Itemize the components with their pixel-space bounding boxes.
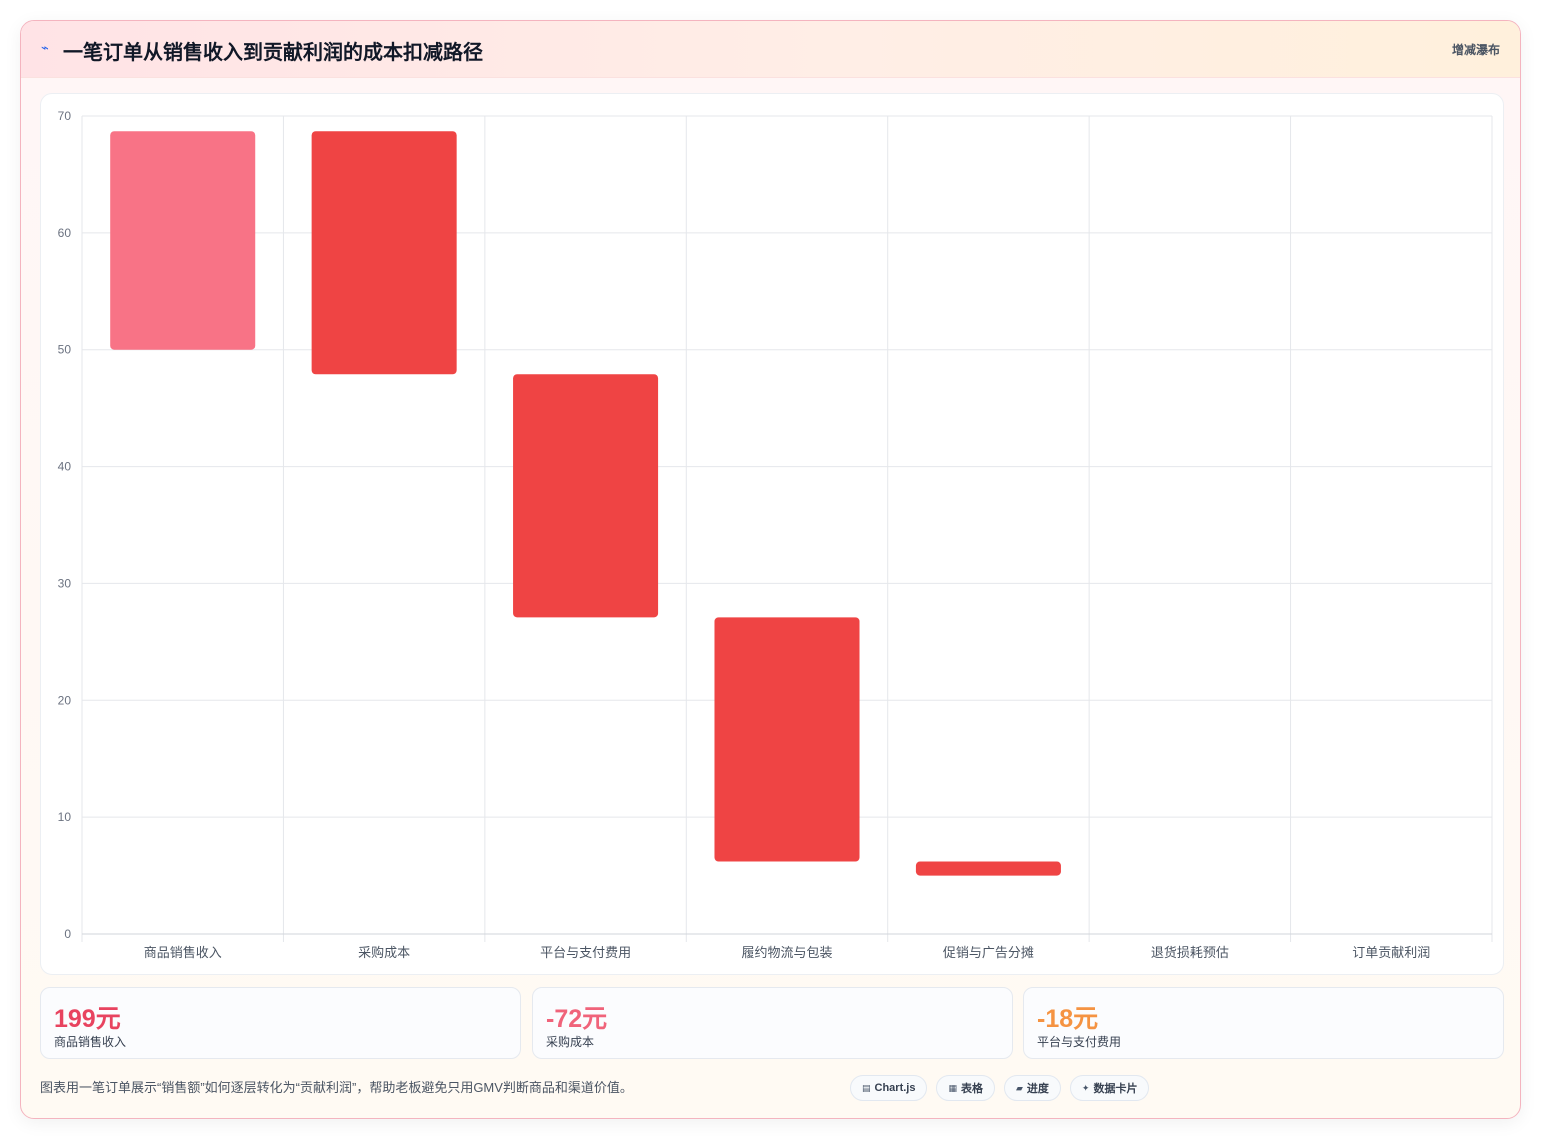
bar-1 [311,131,457,375]
y-tick-label: 30 [58,576,72,590]
chart-type-tag: 增减瀑布 [1451,43,1500,57]
sparkle-icon: ✦ [1081,1082,1090,1093]
kpi-label: 平台与支付费用 [1037,1035,1122,1049]
y-tick-label: 40 [58,460,72,474]
x-tick-label: 订单贡献利润 [1352,945,1430,960]
tech-tags: ▤ Chart.js ▦ 表格 ▰ 进度 ✦ 数据卡片 [850,1075,1150,1101]
kpi-label: 采购成本 [546,1035,595,1049]
pill-table[interactable]: ▦ 表格 [936,1075,995,1101]
x-tick-label: 平台与支付费用 [540,945,631,960]
pill-label: 数据卡片 [1093,1083,1138,1095]
x-tick-label: 退货损耗预估 [1151,945,1229,960]
pill-progress[interactable]: ▰ 进度 [1004,1075,1061,1101]
pill-label: 表格 [961,1083,983,1095]
bar-4 [915,861,1061,876]
table-icon: ▦ [948,1082,957,1093]
chart-icon: ▤ [862,1082,871,1093]
y-tick-label: 70 [58,109,72,123]
y-tick-label: 20 [58,693,72,707]
x-tick-label: 采购成本 [358,945,410,960]
progress-icon: ▰ [1016,1082,1023,1093]
kpi-value: -72元 [546,1005,608,1033]
x-tick-label: 履约物流与包装 [741,945,832,960]
y-tick-label: 10 [58,810,72,824]
pulse-icon: ⌁ [41,40,49,55]
kpi-card-platform-fee: -18元 平台与支付费用 [1023,987,1504,1059]
chart-card: ⌁ 一笔订单从销售收入到贡献利润的成本扣减路径 增减瀑布 0 10 20 30 40 50… [20,20,1521,1119]
kpi-label: 商品销售收入 [54,1035,127,1049]
card-header: ⌁ 一笔订单从销售收入到贡献利润的成本扣减路径 增减瀑布 [21,21,1520,78]
pill-chartjs[interactable]: ▤ Chart.js [850,1075,928,1101]
kpi-card-purchase-cost: -72元 采购成本 [532,987,1013,1059]
y-tick-label: 50 [58,343,72,357]
bar-3 [714,617,860,862]
pill-label: 进度 [1026,1083,1049,1095]
y-tick-label: 0 [64,927,71,941]
bar-0 [110,131,256,350]
x-tick-label: 促销与广告分摊 [943,945,1034,960]
kpi-value: 199元 [54,1005,121,1033]
waterfall-chart: 0 10 20 30 40 50 60 70 商品销售收入 采购成本 平台与支付费用 履约物流与包装 促… [58,109,1493,960]
x-tick-label: 商品销售收入 [144,945,222,960]
pill-data-card[interactable]: ✦ 数据卡片 [1069,1075,1150,1101]
kpi-value: -18元 [1037,1005,1099,1033]
chart-footnote: 图表用一笔订单展示“销售额”如何逐层转化为“贡献利润”，帮助老板避免只用GMV判… [40,1080,633,1095]
kpi-card-revenue: 199元 商品销售收入 [40,987,521,1059]
y-tick-label: 60 [58,226,72,240]
chart-panel: 0 10 20 30 40 50 60 70 商品销售收入 采购成本 平台与支付费用 履约物流与包装 促… [40,93,1504,975]
pill-label: Chart.js [874,1082,916,1094]
page-title: 一笔订单从销售收入到贡献利润的成本扣减路径 [63,42,483,64]
bar-2 [513,374,659,618]
